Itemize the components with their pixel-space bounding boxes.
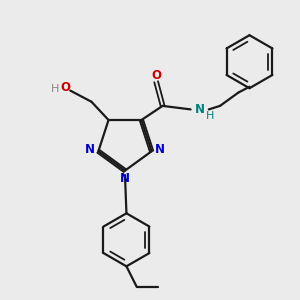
- Text: N: N: [195, 103, 205, 116]
- Text: N: N: [85, 143, 95, 156]
- Text: H: H: [51, 84, 59, 94]
- Text: N: N: [155, 143, 165, 156]
- Text: H: H: [206, 111, 214, 121]
- Text: O: O: [151, 69, 161, 82]
- Text: O: O: [60, 81, 70, 94]
- Text: N: N: [119, 172, 129, 185]
